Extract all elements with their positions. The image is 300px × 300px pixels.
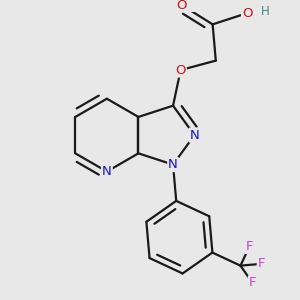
Text: O: O [176, 64, 186, 76]
Text: N: N [102, 165, 112, 178]
Text: H: H [261, 5, 269, 18]
Text: O: O [242, 7, 253, 20]
Text: F: F [258, 257, 265, 270]
Text: N: N [190, 129, 199, 142]
Text: F: F [246, 240, 253, 253]
Text: O: O [176, 0, 187, 11]
Text: N: N [168, 158, 178, 171]
Text: F: F [249, 276, 256, 290]
